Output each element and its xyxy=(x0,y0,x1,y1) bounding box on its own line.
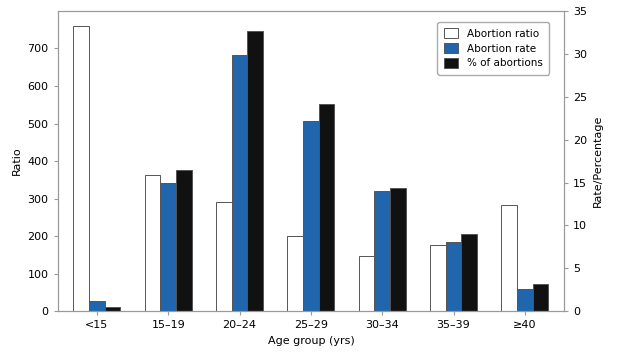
Bar xyxy=(501,205,517,311)
Y-axis label: Rate/Percentage: Rate/Percentage xyxy=(593,115,603,207)
Bar xyxy=(287,236,303,311)
Y-axis label: Ratio: Ratio xyxy=(12,147,22,176)
Bar xyxy=(176,170,192,311)
Bar xyxy=(73,26,89,311)
Legend: Abortion ratio, Abortion rate, % of abortions: Abortion ratio, Abortion rate, % of abor… xyxy=(437,22,549,75)
Bar xyxy=(89,301,104,311)
Bar xyxy=(231,55,247,311)
Bar xyxy=(145,175,160,311)
Bar xyxy=(390,188,406,311)
Bar xyxy=(445,242,462,311)
Bar xyxy=(430,245,445,311)
X-axis label: Age group (yrs): Age group (yrs) xyxy=(267,336,354,346)
Bar xyxy=(160,184,176,311)
Bar xyxy=(359,256,374,311)
Bar xyxy=(104,307,121,311)
Bar xyxy=(517,289,533,311)
Bar xyxy=(247,31,263,311)
Bar xyxy=(303,121,319,311)
Bar xyxy=(216,202,231,311)
Bar xyxy=(533,284,549,311)
Bar xyxy=(319,104,335,311)
Bar xyxy=(374,191,390,311)
Bar xyxy=(462,234,477,311)
